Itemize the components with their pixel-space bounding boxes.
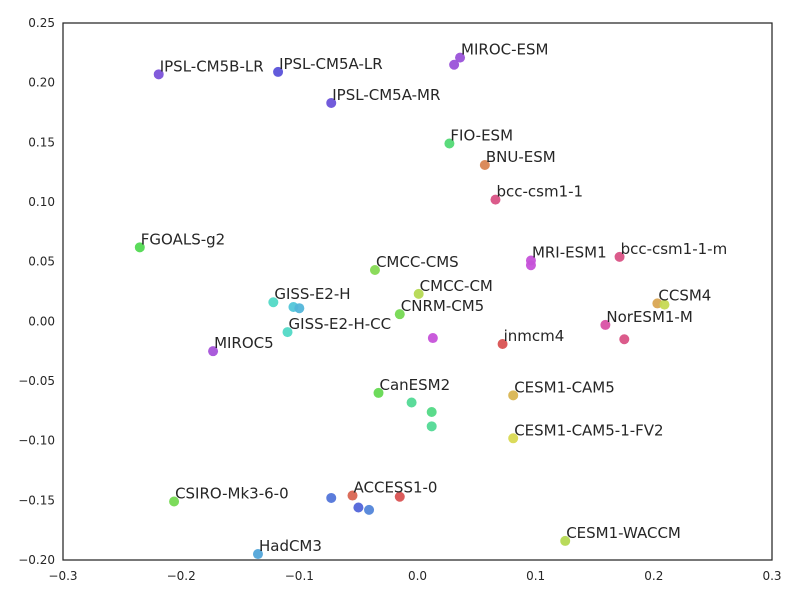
x-tick-label: −0.1 — [285, 569, 314, 583]
scatter-point — [406, 397, 417, 408]
scatter-point — [508, 433, 519, 444]
scatter-point — [479, 160, 490, 171]
x-tick-label: 0.2 — [644, 569, 663, 583]
point-label: IPSL-CM5B-LR — [160, 57, 264, 75]
point-label: CCSM4 — [658, 286, 711, 304]
scatter-point — [252, 549, 263, 560]
x-tick-label: 0.1 — [526, 569, 545, 583]
y-tick-label: 0.05 — [28, 255, 55, 269]
point-label: CESM1-WACCM — [566, 524, 681, 542]
y-tick-label: 0.25 — [28, 16, 55, 30]
point-label: HadCM3 — [259, 537, 322, 555]
y-tick-label: −0.15 — [18, 493, 55, 507]
y-tick-label: 0.10 — [28, 195, 55, 209]
point-label: IPSL-CM5A-MR — [332, 86, 440, 104]
y-tick-label: −0.05 — [18, 374, 55, 388]
y-axis-ticks: −0.20 −0.15 −0.10 −0.05 0.00 0.05 0.10 0.15 0.20… — [18, 16, 55, 567]
scatter-point — [369, 265, 380, 276]
scatter-point — [614, 251, 625, 262]
point-label: CMCC-CMS — [376, 253, 459, 271]
point-label: CESM1-CAM5 — [514, 378, 615, 396]
point-label: bcc-csm1-1 — [496, 183, 583, 201]
scatter-point — [455, 52, 466, 63]
scatter-point — [373, 387, 384, 398]
x-tick-label: 0.0 — [408, 569, 427, 583]
scatter-point — [444, 138, 455, 149]
point-label: IPSL-CM5A-LR — [279, 55, 383, 73]
point-label: MIROC5 — [214, 334, 274, 352]
x-tick-label: 0.3 — [762, 569, 781, 583]
scatter-point — [490, 194, 501, 205]
point-label: CSIRO-Mk3-6-0 — [175, 485, 289, 503]
point-label: CMCC-CM — [420, 277, 493, 295]
scatter-point — [449, 59, 460, 70]
scatter-point — [525, 260, 536, 271]
scatter-point — [326, 97, 337, 108]
point-label: GISS-E2-H-CC — [289, 315, 392, 333]
point-label: CNRM-CM5 — [401, 297, 484, 315]
scatter-point — [282, 327, 293, 338]
y-tick-label: −0.20 — [18, 553, 55, 567]
scatter-point — [347, 490, 358, 501]
scatter-point — [413, 288, 424, 299]
scatter-point — [426, 421, 437, 432]
point-label: ACCESS1-0 — [354, 479, 438, 497]
scatter-point — [169, 496, 180, 507]
scatter-point — [326, 492, 337, 503]
scatter-point — [153, 69, 164, 80]
scatter-point — [508, 390, 519, 401]
point-label: MIROC-ESM — [461, 41, 548, 59]
point-label: GISS-E2-H — [274, 285, 350, 303]
point-label: CanESM2 — [380, 376, 451, 394]
y-tick-label: 0.20 — [28, 76, 55, 90]
scatter-point — [619, 334, 630, 345]
scatter-point — [353, 502, 364, 513]
point-label: BNU-ESM — [486, 148, 556, 166]
point-label: FGOALS-g2 — [141, 230, 225, 248]
data-points — [134, 52, 670, 560]
point-label: bcc-csm1-1-m — [621, 240, 728, 258]
scatter-point — [659, 299, 670, 310]
x-axis-ticks: −0.3 −0.2 −0.1 0.0 0.1 0.2 0.3 — [48, 569, 781, 583]
point-label: MRI-ESM1 — [532, 243, 607, 261]
scatter-point — [273, 66, 284, 77]
scatter-point — [364, 504, 375, 515]
scatter-point — [294, 303, 305, 314]
y-tick-label: 0.00 — [28, 314, 55, 328]
scatter-point — [560, 535, 571, 546]
y-tick-label: −0.10 — [18, 434, 55, 448]
x-tick-label: −0.2 — [167, 569, 196, 583]
scatter-point — [497, 339, 508, 350]
point-label: NorESM1-M — [606, 308, 692, 326]
point-label: inmcm4 — [504, 327, 565, 345]
point-label: CESM1-CAM5-1-FV2 — [514, 421, 663, 439]
y-tick-label: 0.15 — [28, 135, 55, 149]
scatter-point — [600, 319, 611, 330]
scatter-point — [208, 346, 219, 357]
point-label: FIO-ESM — [450, 127, 513, 145]
scatter-point — [134, 242, 145, 253]
scatter-point — [394, 491, 405, 502]
scatter-point — [394, 309, 405, 320]
x-tick-label: −0.3 — [48, 569, 77, 583]
point-labels: IPSL-CM5B-LR IPSL-CM5A-LR IPSL-CM5A-MR MIRO… — [141, 41, 727, 555]
scatter-point — [427, 333, 438, 344]
scatter-point — [426, 407, 437, 418]
scatter-point — [268, 297, 279, 308]
